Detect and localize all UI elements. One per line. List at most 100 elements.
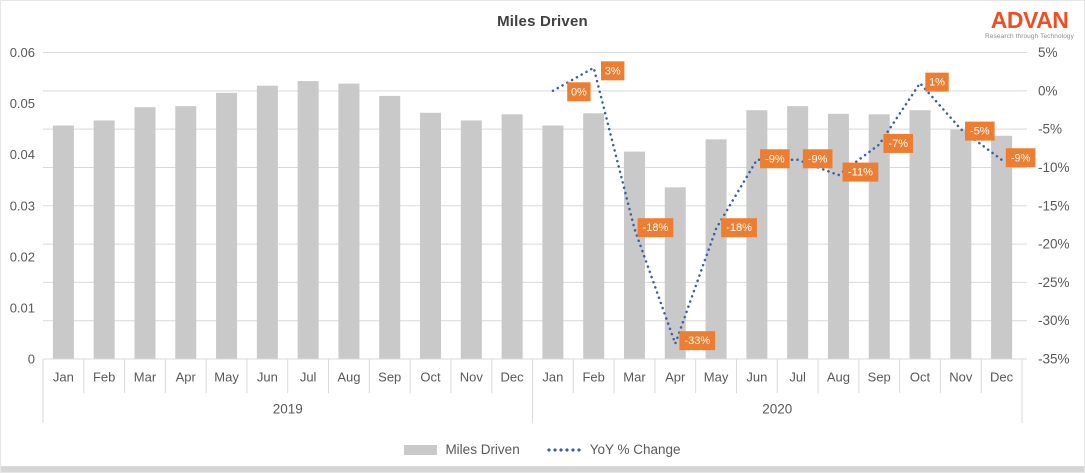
chart-title: Miles Driven (497, 13, 588, 30)
month-label: Mar (134, 370, 157, 385)
yoy-label-box (637, 218, 674, 238)
month-label: Sep (868, 370, 891, 385)
bar (950, 129, 972, 359)
month-label: Jul (789, 370, 806, 385)
yoy-label-box (679, 331, 716, 351)
month-label: Feb (582, 370, 604, 385)
bar (623, 151, 645, 359)
bottom-strip (1, 467, 1084, 472)
bar (175, 106, 197, 359)
right-axis-label: -25% (1038, 275, 1070, 290)
month-label: Jun (746, 370, 767, 385)
month-label: Aug (337, 370, 360, 385)
bar (991, 135, 1013, 359)
bar (501, 114, 523, 359)
month-label: Dec (990, 370, 1014, 385)
month-label: Mar (623, 370, 646, 385)
month-label: Oct (910, 370, 931, 385)
month-label: Oct (420, 370, 441, 385)
year-label: 2019 (273, 402, 303, 417)
year-label: 2020 (762, 402, 792, 417)
right-axis-label: -10% (1038, 160, 1070, 175)
right-axis-label: -5% (1038, 122, 1062, 137)
yoy-label-box (567, 82, 591, 102)
yoy-label-text: 1% (929, 77, 945, 89)
right-axis-label: -20% (1038, 237, 1070, 252)
yoy-label-text: -9% (808, 153, 828, 165)
bar (338, 83, 360, 360)
yoy-label-text: -9% (765, 153, 785, 165)
left-axis-label: 0 (28, 352, 35, 367)
left-axis-label: 0.02 (10, 249, 35, 264)
yoy-label-text: 0% (571, 86, 587, 98)
yoy-label-box (842, 162, 879, 182)
right-axis-label: 5% (1038, 45, 1058, 60)
bar (134, 107, 156, 359)
left-axis-label: 0.01 (10, 300, 35, 315)
yoy-label-box (965, 121, 995, 141)
month-label: Dec (501, 370, 525, 385)
right-axis-label: 0% (1038, 83, 1058, 98)
bar (52, 125, 74, 359)
month-label: Jan (53, 370, 74, 385)
month-label: Apr (665, 370, 686, 385)
bar (216, 92, 238, 359)
legend-dotted-line-swatch (545, 447, 582, 452)
yoy-label-box (600, 61, 625, 81)
bar (420, 112, 442, 359)
bar (583, 113, 605, 359)
bar (297, 81, 319, 360)
month-label: Nov (949, 370, 973, 385)
month-label: May (214, 370, 239, 385)
yoy-label-box (760, 149, 790, 169)
bar (705, 139, 727, 359)
yoy-label-box (721, 218, 757, 238)
bar (256, 85, 278, 360)
month-label: Jul (300, 370, 317, 385)
left-axis-label: 0.03 (10, 198, 35, 213)
left-axis-label: 0.04 (10, 147, 35, 162)
chart-frame-line (1, 466, 1084, 467)
advan-logo-text: ADVAN (990, 6, 1069, 34)
chart-legend: Miles Driven YoY % Change (1, 442, 1084, 457)
month-label: Feb (93, 370, 115, 385)
yoy-label-box (925, 72, 949, 92)
month-label: May (704, 370, 729, 385)
month-label: Aug (827, 370, 850, 385)
legend-item-miles-driven: Miles Driven (404, 442, 520, 457)
bar-series (52, 81, 1013, 360)
yoy-label-text: -18% (643, 222, 669, 234)
yoy-label-text: -33% (684, 335, 710, 347)
legend-label: YoY % Change (589, 442, 681, 457)
month-label: Nov (460, 370, 484, 385)
bar (542, 125, 564, 359)
month-label: Jun (257, 370, 278, 385)
advan-logo-tagline: Research through Technology (985, 33, 1074, 40)
month-label: Jan (542, 370, 563, 385)
yoy-label-text: -18% (726, 222, 752, 234)
month-label: Sep (378, 370, 401, 385)
yoy-label-text: -11% (848, 167, 873, 179)
yoy-label-text: -7% (888, 138, 908, 150)
legend-label: Miles Driven (445, 442, 520, 457)
yoy-label-text: -5% (970, 126, 990, 138)
advan-logo: ADVAN Research through Technology (985, 6, 1074, 41)
bar (787, 106, 809, 359)
right-axis-label: -30% (1038, 313, 1070, 328)
yoy-label-text: -9% (1011, 152, 1031, 164)
yoy-label-box (883, 133, 914, 153)
yoy-labels: 0% 3% -18% -33% -18% -9% -9% -11% -7% 1% -5% -9% (567, 61, 1036, 351)
left-axis-label: 0.06 (10, 45, 35, 60)
legend-item-yoy-change: YoY % Change (545, 442, 681, 457)
yoy-label-box (802, 149, 833, 169)
legend-bar-swatch (404, 444, 438, 455)
right-axis-label: -35% (1038, 352, 1070, 367)
bar (379, 95, 401, 359)
bar (909, 110, 931, 359)
yoy-label-box (1005, 148, 1036, 168)
bar (93, 120, 115, 360)
bar (460, 120, 482, 360)
yoy-label-text: 3% (605, 65, 621, 77)
